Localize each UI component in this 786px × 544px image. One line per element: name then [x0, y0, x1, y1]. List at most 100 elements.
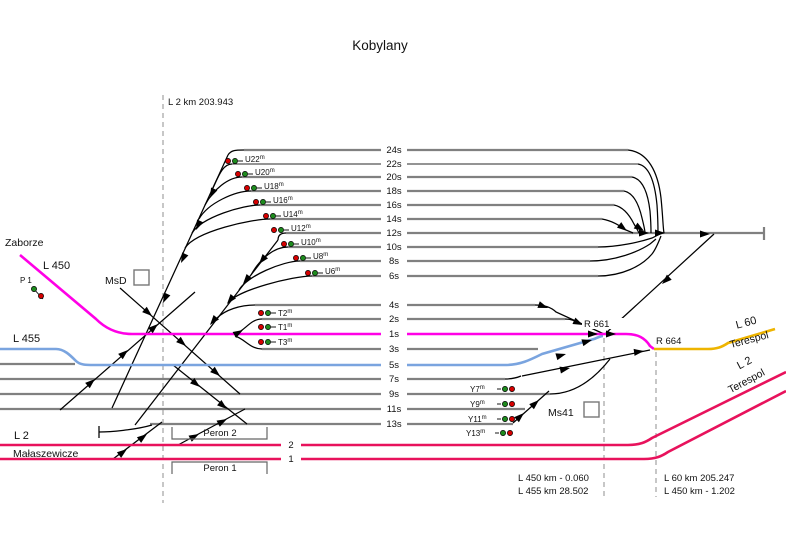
track-label-4s: 4s	[389, 300, 399, 311]
signal-y13: Y13m	[466, 429, 513, 438]
curve-24s	[227, 149, 245, 156]
line-label-l455: L 455	[13, 333, 40, 345]
crossover-up	[59, 291, 196, 411]
signal-t3: T3m	[258, 338, 292, 347]
signal-u6: U6m	[305, 267, 340, 276]
svg-text:P 1: P 1	[20, 276, 32, 285]
siding-stub	[98, 424, 153, 433]
curve-3s-left	[234, 335, 263, 350]
page-title: Kobylany	[352, 38, 408, 53]
line-l455-track-5s	[0, 334, 604, 367]
curve-18s	[198, 190, 252, 220]
signal-y9: Y9m	[470, 400, 515, 409]
curve-20s-r	[631, 176, 652, 234]
post-r664: R 664	[656, 336, 681, 347]
svg-text:U22m: U22m	[245, 155, 265, 164]
signal-u18: U18m	[244, 182, 284, 191]
post-ms41: Ms41	[548, 407, 574, 419]
curve-7s-r	[504, 375, 522, 380]
km-l455-mid: L 455 km 28.502	[518, 486, 588, 497]
curve-8s	[238, 260, 301, 291]
line-label-l450: L 450	[43, 260, 70, 272]
curve-10s	[250, 246, 289, 276]
track-label-18s: 18s	[386, 186, 402, 197]
track-label-20s: 20s	[386, 172, 402, 183]
signal-t2: T2m	[258, 309, 292, 318]
post-r661: R 661	[584, 319, 609, 330]
line-l2-track-2	[0, 370, 786, 447]
svg-text:U8m: U8m	[313, 252, 328, 261]
track-label-12s: 12s	[386, 228, 402, 239]
msd-box	[133, 269, 150, 286]
signal-u8: U8m	[293, 252, 328, 261]
curve-14s	[184, 218, 271, 249]
post-msd: MsD	[105, 275, 127, 287]
track-label-6s: 6s	[389, 271, 399, 282]
svg-text:Y11m: Y11m	[468, 415, 487, 424]
signal-y7: Y7m	[470, 385, 515, 394]
track-label-2: 2	[288, 440, 293, 451]
line-label-l2-left: L 2	[14, 430, 29, 442]
track-label-2s: 2s	[389, 314, 399, 325]
curve-16s-r	[613, 204, 640, 234]
signal-u20: U20m	[235, 168, 275, 177]
line-l2-track-1	[0, 389, 786, 461]
signal-t1: T1m	[258, 323, 292, 332]
boundary-label-left: L 2 km 203.943	[168, 97, 233, 108]
svg-text:Y9m: Y9m	[470, 400, 485, 409]
signal-p1: P 1	[20, 276, 44, 300]
svg-text:U16m: U16m	[273, 196, 293, 205]
connector-r661-12s	[605, 233, 715, 334]
signal-u10: U10m	[281, 238, 321, 247]
curve-16s	[191, 204, 261, 234]
ms41-box	[583, 401, 600, 418]
ladder-4s-r661	[534, 304, 605, 335]
station-zaborze: Zaborze	[5, 237, 44, 249]
curve-24s-r	[627, 149, 665, 234]
track-label-7s: 7s	[389, 374, 399, 385]
line-l60	[654, 327, 776, 351]
curve-14s-r	[601, 218, 634, 234]
signal-y11: Y11m	[468, 415, 515, 424]
curve-6s	[227, 275, 313, 304]
curve-18s-r	[623, 190, 646, 234]
svg-text:U12m: U12m	[291, 224, 311, 233]
signals-y: Y7m Y9m Y11m Y13m	[466, 385, 515, 438]
curve-22s-r	[637, 163, 659, 234]
signal-u14: U14m	[263, 210, 303, 219]
svg-text:T3m: T3m	[278, 338, 292, 347]
signals-u: U22m U20m U18m U16m U14m U12m U10m U8m U…	[225, 155, 340, 276]
svg-text:U18m: U18m	[264, 182, 284, 191]
curve-9s-r	[549, 358, 611, 395]
track-label-5s: 5s	[389, 360, 399, 371]
curve-6s-r	[597, 235, 662, 277]
connector-yard-r664	[521, 349, 651, 377]
track-label-3s: 3s	[389, 344, 399, 355]
platform-label-peron2: Peron 2	[203, 428, 236, 439]
track-label-13s: 13s	[386, 419, 402, 430]
curve-4s	[216, 304, 256, 319]
signal-u16: U16m	[253, 196, 293, 205]
km-l450-mid: L 450 km - 0.060	[518, 473, 589, 484]
track-label-11s: 11s	[387, 404, 402, 415]
svg-text:U6m: U6m	[325, 267, 340, 276]
track-label-24s: 24s	[386, 145, 402, 156]
svg-text:U14m: U14m	[283, 210, 303, 219]
track-label-1s: 1s	[389, 329, 399, 340]
track-label-14s: 14s	[386, 214, 402, 225]
label-backgrounds	[381, 144, 624, 429]
signal-u12: U12m	[271, 224, 311, 233]
track-label-8s: 8s	[389, 256, 399, 267]
svg-text:U20m: U20m	[255, 168, 275, 177]
line-label-l2-right: L 2	[735, 355, 754, 373]
curve-8s-r	[589, 238, 657, 262]
signals-t: T2m T1m T3m	[258, 309, 292, 347]
station-terespol-top: Terespol	[728, 329, 769, 351]
ladder-lower	[134, 239, 279, 426]
line-l450-track-1s	[19, 254, 655, 351]
svg-text:T2m: T2m	[278, 309, 292, 318]
km-l60-right: L 60 km 205.247	[664, 473, 734, 484]
curve-10s-r	[597, 233, 661, 248]
